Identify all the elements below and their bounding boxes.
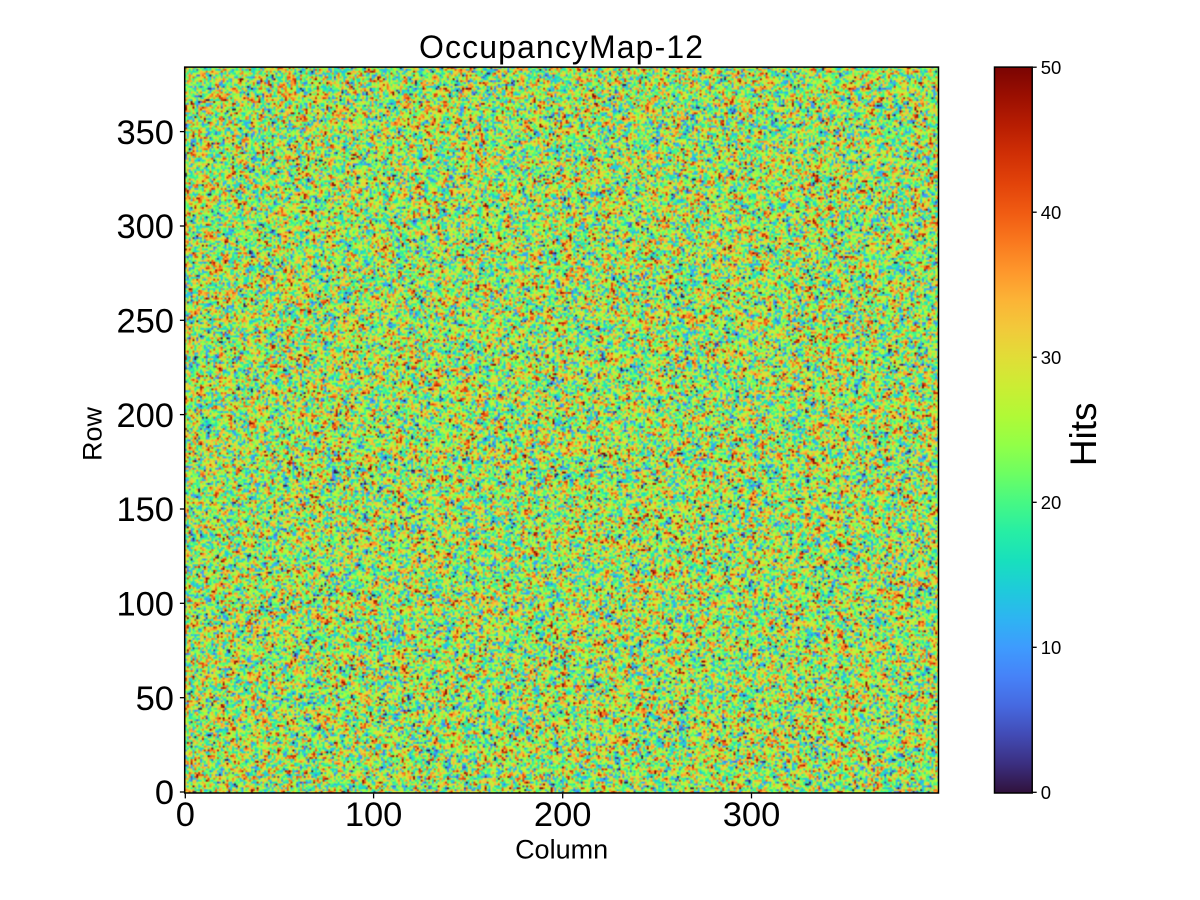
svg-text:0: 0 (155, 774, 174, 812)
svg-text:150: 150 (116, 491, 174, 529)
svg-text:250: 250 (116, 303, 174, 341)
svg-text:0: 0 (1041, 782, 1051, 803)
svg-text:200: 200 (534, 796, 592, 834)
svg-text:200: 200 (116, 397, 174, 435)
svg-text:40: 40 (1041, 202, 1062, 223)
svg-text:50: 50 (1041, 57, 1062, 78)
svg-text:30: 30 (1041, 347, 1062, 368)
svg-text:20: 20 (1041, 492, 1062, 513)
svg-text:100: 100 (116, 586, 174, 624)
svg-text:Row: Row (78, 406, 108, 461)
svg-text:300: 300 (723, 796, 781, 834)
svg-text:Hits: Hits (1063, 402, 1104, 466)
svg-text:300: 300 (116, 208, 174, 246)
svg-text:0: 0 (176, 796, 195, 834)
svg-text:OccupancyMap-12: OccupancyMap-12 (419, 29, 704, 65)
svg-text:10: 10 (1041, 637, 1062, 658)
svg-text:100: 100 (345, 796, 403, 834)
svg-text:50: 50 (136, 680, 174, 718)
svg-text:350: 350 (116, 114, 174, 152)
svg-text:Column: Column (515, 835, 608, 865)
